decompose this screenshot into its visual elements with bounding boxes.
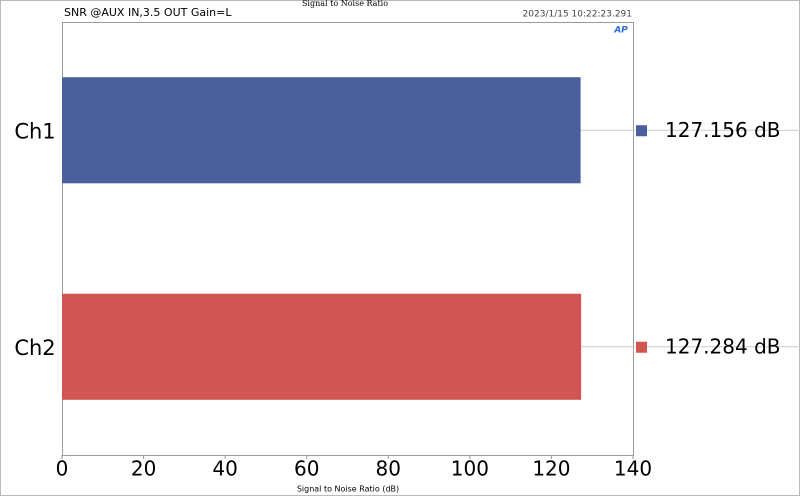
value-label: 127.156 dB — [665, 118, 780, 142]
bar — [62, 77, 581, 184]
label-swatch — [636, 341, 647, 353]
y-tick-label: Ch2 — [14, 336, 55, 360]
x-tick-label: 140 — [614, 457, 652, 481]
x-tick-label: 120 — [532, 457, 570, 481]
plot-area — [62, 22, 634, 456]
y-tick-label: Ch1 — [14, 119, 55, 143]
label-swatch — [636, 125, 647, 137]
value-label: 127.284 dB — [665, 334, 780, 358]
x-tick-label: 40 — [212, 457, 237, 481]
x-axis-label: Signal to Noise Ratio (dB) — [297, 485, 399, 494]
x-tick-label: 100 — [451, 457, 489, 481]
x-tick-label: 80 — [376, 457, 401, 481]
timestamp: 2023/1/15 10:22:23.291 — [523, 10, 632, 20]
chart-title: Signal to Noise Ratio — [302, 0, 388, 8]
x-tick-label: 20 — [131, 457, 156, 481]
bar — [62, 293, 582, 400]
x-tick-label: 0 — [56, 457, 69, 481]
x-tick-label: 60 — [294, 457, 319, 481]
logo: AP — [613, 26, 628, 36]
chart-subtitle: SNR @AUX IN,3.5 OUT Gain=L — [64, 6, 232, 19]
